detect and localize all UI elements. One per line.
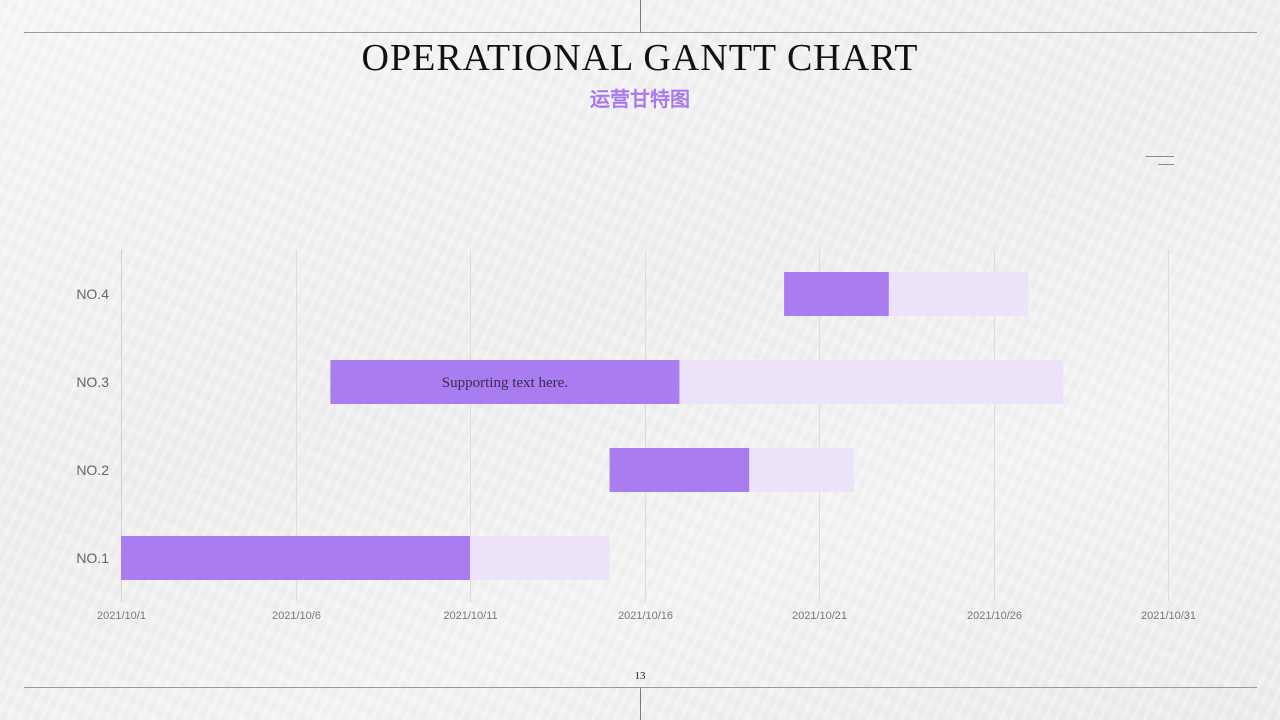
slide-subtitle: 运营甘特图 [590, 87, 690, 111]
gantt-bar-remaining [749, 448, 854, 492]
x-tick-label: 2021/10/31 [1141, 610, 1196, 622]
gantt-bar-completed [330, 360, 680, 404]
gantt-bar-completed [121, 536, 470, 580]
x-tick-label: 2021/10/16 [618, 610, 673, 622]
category-label: NO.2 [76, 462, 109, 478]
gantt-bar-completed [609, 448, 750, 492]
gantt-bar-remaining [888, 272, 1029, 316]
bottom-center-tick [640, 687, 641, 720]
x-tick-label: 2021/10/11 [443, 610, 497, 622]
decor-line-top [1146, 156, 1174, 157]
slide-title: OPERATIONAL GANTT CHART [361, 37, 919, 79]
top-center-tick [640, 0, 641, 33]
x-tick-label: 2021/10/26 [967, 610, 1022, 622]
category-label: NO.3 [76, 374, 109, 390]
category-label: NO.4 [76, 286, 109, 302]
page-number: 13 [634, 670, 646, 682]
x-tick-label: 2021/10/21 [792, 610, 847, 622]
gantt-bar-remaining [679, 360, 1064, 404]
bar-annotation: Supporting text here. [442, 375, 568, 391]
gantt-bar-completed [784, 272, 889, 316]
gantt-chart: 2021/10/1 2021/10/6 2021/10/11 2021/10/16 20… [76, 250, 1196, 622]
gantt-bar-remaining [470, 536, 610, 580]
x-tick-label: 2021/10/1 [97, 610, 146, 622]
category-label: NO.1 [76, 550, 109, 566]
x-tick-label: 2021/10/6 [272, 610, 321, 622]
decor-line-bottom [1158, 164, 1174, 165]
